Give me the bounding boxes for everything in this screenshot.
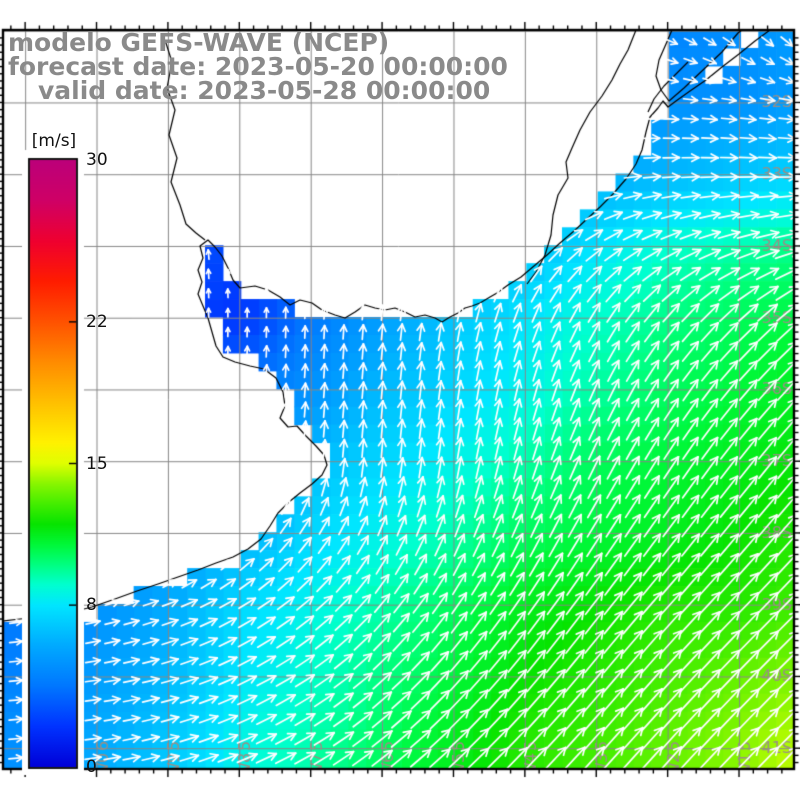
colorbar-tick-label-22: 22 <box>86 311 108 332</box>
colorbar-tick-label-8: 8 <box>86 595 97 616</box>
colorbar-tick-label-15: 15 <box>86 453 108 474</box>
colorbar-unit-label: [m/s] <box>31 131 77 151</box>
valid-date-label: valid date: 2023-05-28 00:00:00 <box>38 76 491 105</box>
model-title: modelo GEFS-WAVE (NCEP) <box>8 28 390 57</box>
colorbar-tick-label-0: 0 <box>86 757 97 777</box>
forecast-date-label: forecast date: 2023-05-20 00:00:00 <box>8 52 508 81</box>
colorbar-tick-label-30: 30 <box>86 150 108 170</box>
